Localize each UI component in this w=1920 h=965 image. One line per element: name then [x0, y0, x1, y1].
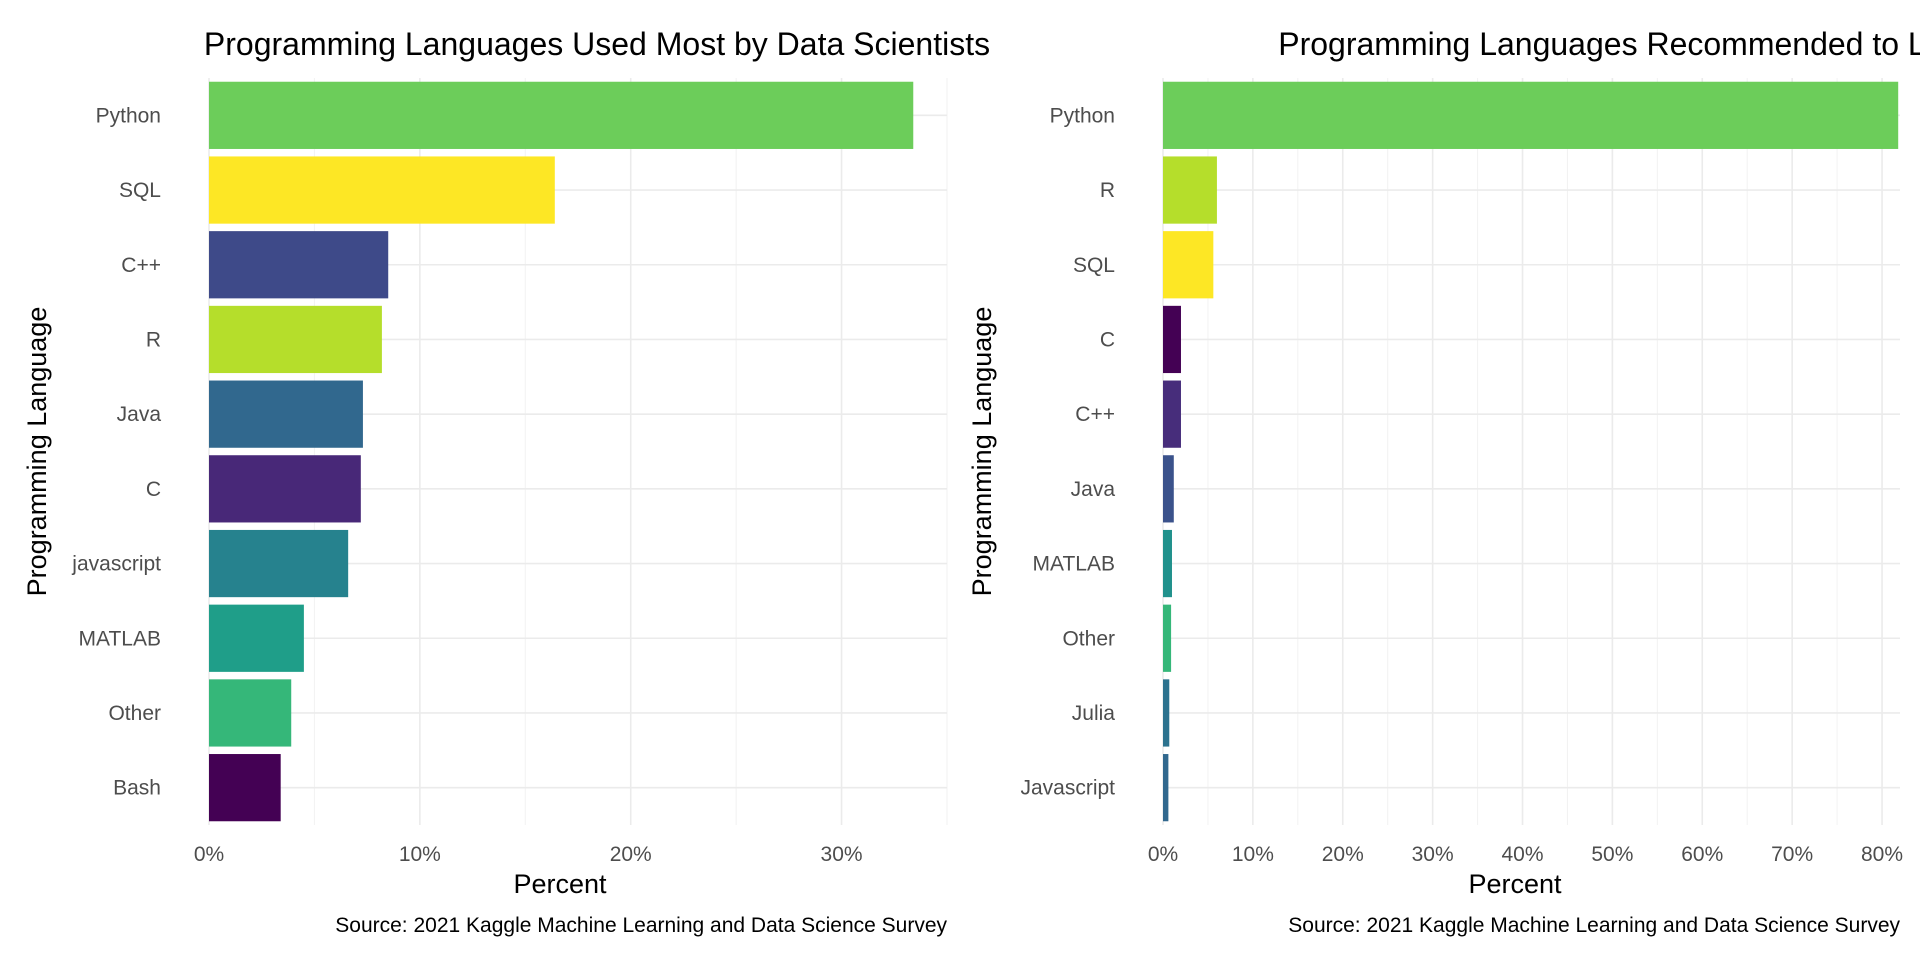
bar-r	[209, 305, 382, 374]
x-tick-label: 10%	[399, 843, 441, 866]
y-tick-label: Other	[108, 702, 161, 725]
chart-panel-2: Python R SQL C C++ Java MATLAB Other Julia Javasc…	[967, 26, 1920, 937]
y-tick-label: C++	[1075, 403, 1115, 426]
bar-java	[1163, 455, 1174, 523]
y-tick-label: MATLAB	[1033, 553, 1115, 576]
bar-javascript	[1163, 754, 1169, 822]
y-tick-label: C	[146, 478, 161, 501]
y-tick-label: C	[1100, 328, 1115, 351]
y-tick-label: Python	[1050, 104, 1115, 127]
x-tick-label: 0%	[194, 843, 224, 866]
y-tick-label: SQL	[119, 179, 161, 202]
bar-python	[1163, 81, 1899, 149]
x-tick-label: 20%	[610, 843, 652, 866]
y-tick-label: Bash	[113, 777, 161, 800]
chart-title: Programming Languages Recommended to Lea…	[1278, 26, 1920, 62]
bar-r	[1163, 156, 1217, 224]
y-tick-label: C++	[121, 254, 161, 277]
x-tick-label: 70%	[1771, 843, 1813, 866]
x-tick-label: 60%	[1681, 843, 1723, 866]
y-tick-label: R	[1100, 179, 1115, 202]
y-tick-label: Other	[1062, 627, 1115, 650]
y-tick-label: Javascript	[1020, 777, 1115, 800]
x-tick-label: 20%	[1322, 843, 1364, 866]
chart-caption: Source: 2021 Kaggle Machine Learning and…	[335, 914, 947, 937]
bar-matlab	[1163, 529, 1172, 598]
y-tick-label: MATLAB	[79, 627, 161, 650]
x-tick-label: 80%	[1861, 843, 1903, 866]
x-axis-title: Percent	[513, 869, 607, 899]
bar-sql	[1163, 231, 1214, 299]
x-tick-label: 40%	[1501, 843, 1543, 866]
x-tick-label: 30%	[1412, 843, 1454, 866]
bar-other	[1163, 604, 1172, 672]
y-tick-label: Python	[96, 104, 161, 127]
y-tick-label: Java	[117, 403, 162, 426]
bar-c	[1163, 305, 1181, 374]
bar-java	[209, 380, 363, 448]
x-tick-label: 0%	[1148, 843, 1178, 866]
x-axis-title: Percent	[1468, 869, 1562, 899]
x-tick-label: 30%	[821, 843, 863, 866]
bar-bash	[209, 754, 281, 822]
y-axis-title: Programming Language	[967, 307, 997, 597]
chart-caption: Source: 2021 Kaggle Machine Learning and…	[1288, 914, 1900, 937]
bar-javascript	[209, 529, 349, 598]
x-tick-label: 50%	[1591, 843, 1633, 866]
bar-c-	[209, 231, 389, 299]
bar-python	[209, 81, 914, 149]
bar-matlab	[209, 604, 304, 672]
bar-sql	[209, 156, 555, 224]
bar-c	[209, 455, 361, 523]
y-tick-label: Java	[1071, 478, 1116, 501]
chart-title: Programming Languages Used Most by Data …	[204, 26, 990, 62]
y-tick-label: javascript	[71, 553, 161, 576]
y-tick-label: Julia	[1072, 702, 1116, 725]
bar-other	[209, 679, 292, 747]
bar-julia	[1163, 679, 1170, 747]
x-tick-label: 10%	[1232, 843, 1274, 866]
y-tick-label: R	[146, 328, 161, 351]
y-axis-title: Programming Language	[22, 307, 52, 597]
bar-c-	[1163, 380, 1181, 448]
y-tick-label: SQL	[1073, 254, 1115, 277]
